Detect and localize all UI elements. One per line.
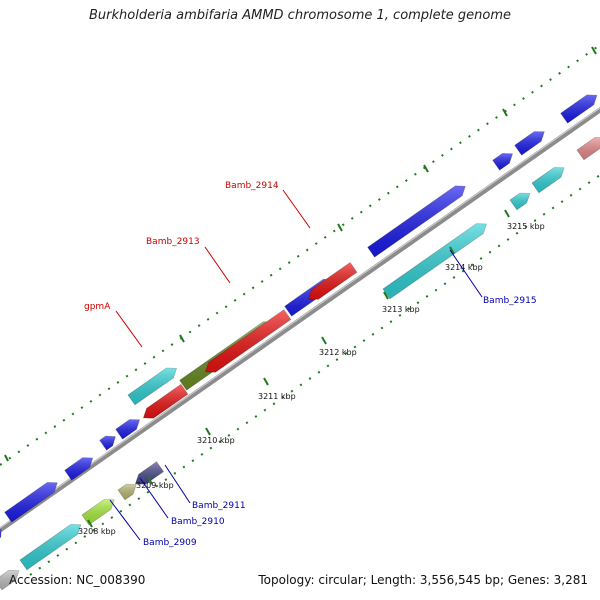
gene-arrow-shade — [135, 461, 164, 485]
accession-text: Accession: NC_008390 — [9, 573, 146, 587]
backbone-line — [0, 106, 600, 534]
leader-line — [164, 464, 191, 504]
gene-arrow-shade — [560, 94, 597, 124]
gene-arrow-shade — [82, 499, 115, 525]
gene-arrow-shade — [308, 262, 357, 300]
leader-line — [282, 189, 311, 229]
gene-arrow-shade — [514, 131, 545, 156]
gene-layer — [0, 94, 600, 591]
gene-label[interactable]: Bamb_2913 — [146, 237, 200, 247]
gene-arrow-shade — [510, 193, 530, 210]
label-leaders — [109, 189, 483, 541]
tick-layer: 3208 kbp 3209 kbp 3210 kbp 3211 kbp 3212… — [4, 46, 597, 536]
gene-labels: Bamb_2914 Bamb_2913 gpmA Bamb_2915 Bamb_… — [84, 181, 537, 548]
tick-label: 3209 kbp — [136, 481, 174, 490]
tick-mark — [423, 164, 429, 173]
backbone-highlight — [0, 107, 600, 529]
gene-arrow-shade — [492, 153, 513, 171]
gene-arrow-shade — [0, 529, 2, 538]
gene-arrow-shade — [367, 185, 466, 258]
tick-mark — [87, 519, 93, 528]
gene-arrow-shade — [383, 223, 487, 299]
tick-mark — [205, 427, 211, 436]
gene-arrow-shade — [0, 570, 19, 590]
gene-arrow-shade — [532, 167, 565, 193]
gene-arrow-shade — [64, 457, 93, 481]
leader-line — [115, 310, 143, 348]
gene-arrow-shade — [20, 524, 81, 570]
gene-arrow-shade — [205, 309, 291, 373]
gene-label[interactable]: Bamb_2914 — [225, 181, 279, 191]
gene-arrow-shade — [99, 436, 116, 451]
gene-label[interactable]: Bamb_2915 — [483, 296, 537, 306]
leader-line — [109, 499, 141, 541]
tick-mark — [383, 291, 389, 300]
tick-mark — [591, 46, 597, 55]
tick-mark — [263, 377, 269, 386]
gene-label[interactable]: Bamb_2911 — [192, 501, 246, 511]
topology-summary: Topology: circular; Length: 3,556,545 bp… — [258, 573, 588, 587]
leader-line — [139, 477, 169, 519]
tick-mark — [179, 334, 185, 343]
gene-arrow-shade — [128, 368, 177, 405]
map-title: Burkholderia ambifaria AMMD chromosome 1… — [88, 8, 512, 23]
tick-label: 3211 kbp — [258, 392, 296, 401]
gene-arrow-shade — [4, 482, 58, 523]
leader-line — [449, 249, 483, 298]
tick-mark — [504, 209, 510, 218]
inner-dot-track — [29, 174, 600, 576]
tick-label: 3213 kbp — [382, 305, 420, 314]
gene-arrow-shade — [115, 419, 140, 440]
tick-mark — [4, 454, 9, 462]
tick-mark — [337, 223, 343, 232]
tick-mark — [502, 108, 508, 117]
gene-label[interactable]: Bamb_2910 — [171, 517, 225, 527]
gene-arrow-shade — [143, 384, 188, 419]
tick-mark — [449, 246, 455, 255]
tick-label: 3208 kbp — [78, 527, 116, 536]
leader-line — [204, 246, 231, 284]
gene-arrow-shade — [577, 137, 600, 160]
tick-mark — [147, 476, 153, 485]
tick-label: 3215 kbp — [507, 222, 545, 231]
gene-label[interactable]: gpmA — [84, 302, 111, 312]
tick-label: 3212 kbp — [319, 348, 357, 357]
tick-mark — [321, 336, 327, 345]
gene-label[interactable]: Bamb_2909 — [143, 538, 197, 548]
tick-label: 3214 kbp — [445, 263, 483, 272]
outer-dot-track — [0, 44, 600, 466]
tick-label: 3210 kbp — [197, 436, 235, 445]
gene-arrow-shade — [118, 484, 137, 500]
